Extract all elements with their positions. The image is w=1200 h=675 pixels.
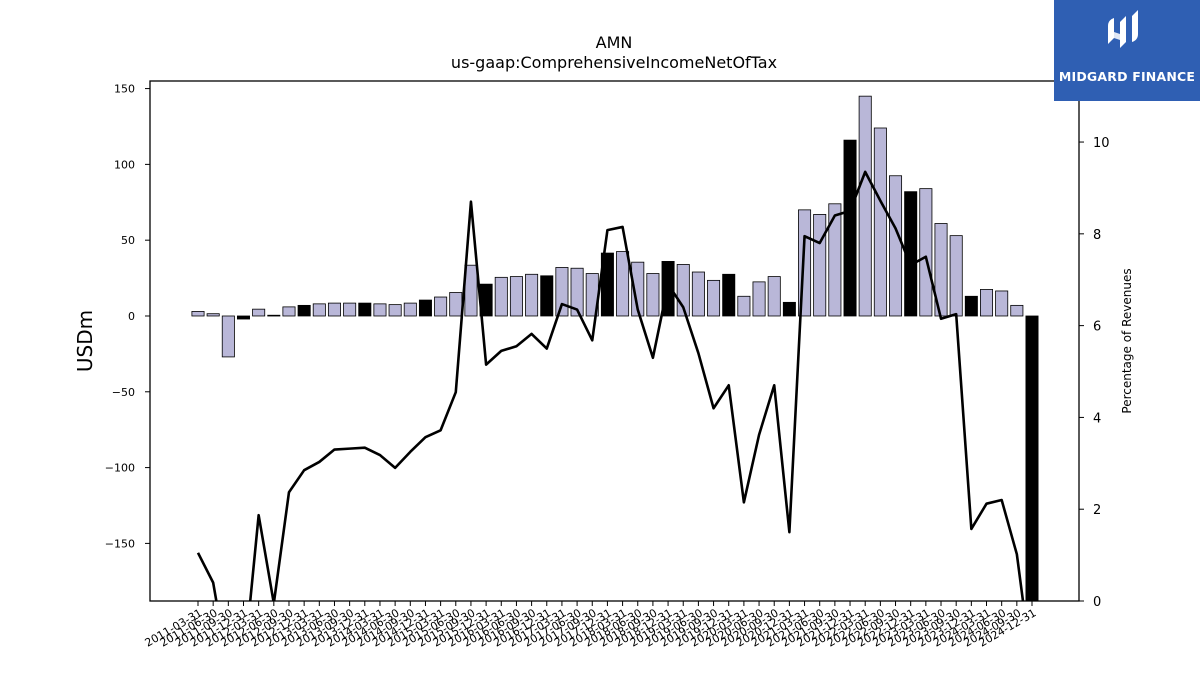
- bar: [722, 273, 736, 317]
- y-tick-label: −50: [112, 386, 135, 399]
- y-tick-label: 150: [114, 83, 135, 96]
- bars-group: [191, 95, 1039, 601]
- bar: [388, 304, 402, 317]
- bar: [904, 191, 918, 317]
- bar: [767, 276, 781, 317]
- bar: [858, 95, 872, 317]
- bar: [873, 127, 887, 317]
- y2-axis-label: Percentage of Revenues: [1120, 268, 1134, 413]
- bar: [1010, 304, 1024, 317]
- bar: [297, 304, 311, 317]
- bar: [889, 175, 903, 317]
- bar: [616, 251, 630, 317]
- bar: [418, 299, 432, 317]
- bar: [570, 267, 584, 317]
- y2-tick-label: 4: [1093, 411, 1101, 426]
- bar: [403, 302, 417, 317]
- bar: [752, 281, 766, 317]
- bar: [782, 301, 796, 317]
- bar: [236, 315, 250, 320]
- bar: [1025, 315, 1039, 601]
- y-tick-label: 50: [121, 234, 135, 247]
- y2-tick-label: 0: [1093, 595, 1101, 610]
- y-axis-label: USDm: [73, 310, 97, 372]
- bar: [206, 313, 220, 317]
- bar: [464, 264, 478, 317]
- chart-subtitle: us-gaap:ComprehensiveIncomeNetOfTax: [451, 53, 777, 72]
- bar: [282, 306, 296, 317]
- bar: [828, 203, 842, 317]
- bar: [555, 267, 569, 317]
- midgard-finance-logo: MIDGARD FINANCE: [1054, 0, 1200, 101]
- bar: [221, 315, 235, 358]
- bar: [343, 302, 357, 317]
- logo-text: MIDGARD FINANCE: [1058, 69, 1196, 84]
- series-line: [196, 170, 1025, 601]
- bar: [434, 296, 448, 317]
- y2-tick-label: 2: [1093, 503, 1101, 518]
- bar: [373, 303, 387, 317]
- bar: [646, 273, 660, 317]
- bar: [494, 276, 508, 317]
- bar: [949, 235, 963, 317]
- plot-frame: [149, 80, 1080, 602]
- bar: [358, 302, 372, 317]
- y2-tick-label: 10: [1093, 136, 1110, 151]
- y-tick-label: −100: [105, 462, 135, 475]
- bar: [191, 311, 205, 317]
- bar: [267, 314, 281, 317]
- bar: [327, 302, 341, 317]
- bar: [843, 139, 857, 317]
- y-tick-label: −150: [105, 537, 135, 550]
- bar: [980, 289, 994, 317]
- y2-tick-label: 8: [1093, 228, 1101, 243]
- bar: [449, 292, 463, 317]
- y-tick-label: 0: [128, 310, 135, 323]
- bar: [737, 295, 751, 317]
- bar: [964, 295, 978, 317]
- bar: [509, 276, 523, 317]
- bar: [252, 308, 266, 317]
- bar: [707, 279, 721, 317]
- y-tick-label: 100: [114, 158, 135, 171]
- chart-title: AMN: [596, 33, 633, 52]
- midgard-logo-icon: [1108, 10, 1138, 48]
- bar: [631, 261, 645, 317]
- y2-tick-label: 6: [1093, 320, 1101, 335]
- bar: [600, 252, 614, 317]
- bar: [525, 273, 539, 317]
- bar: [919, 188, 933, 317]
- bar: [312, 303, 326, 317]
- bar: [691, 271, 705, 317]
- bar: [540, 275, 554, 317]
- bar: [995, 290, 1009, 317]
- bar: [813, 214, 827, 317]
